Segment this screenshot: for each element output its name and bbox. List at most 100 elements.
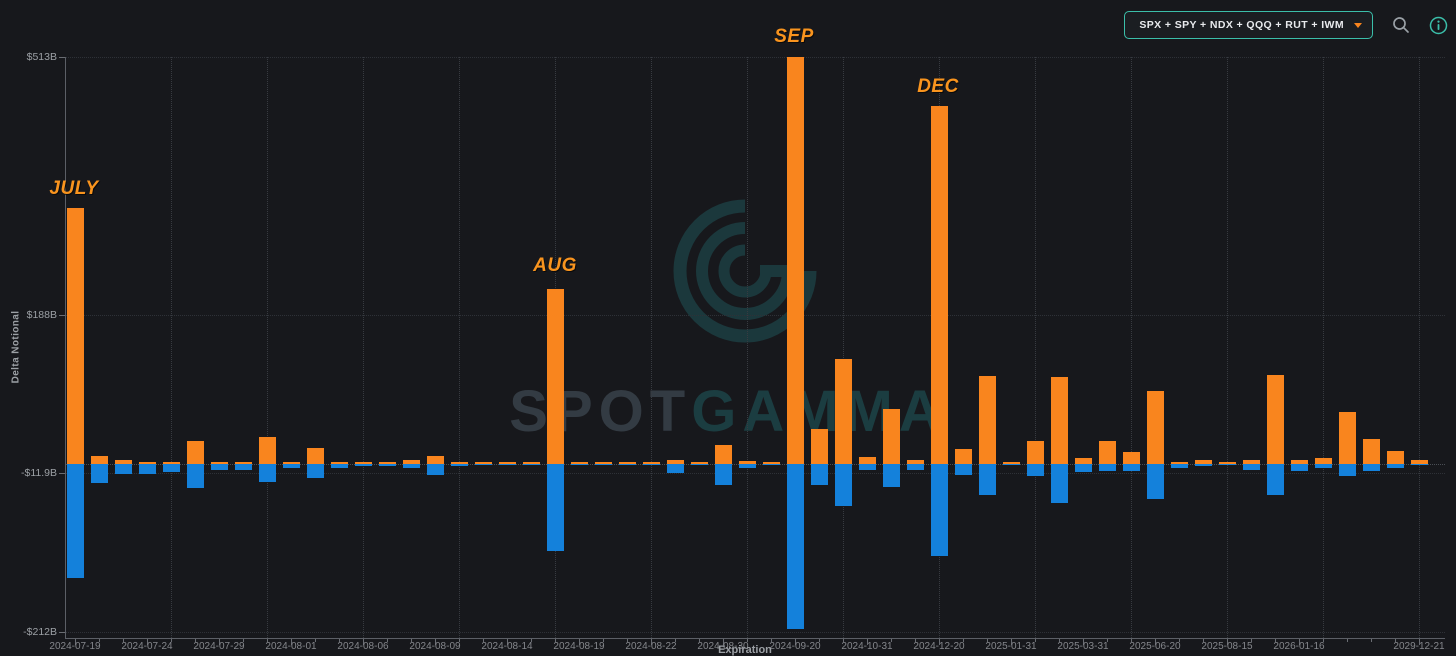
bar-negative[interactable] xyxy=(882,463,900,488)
bar-positive[interactable] xyxy=(162,461,180,464)
bar-positive-2024-08-19[interactable] xyxy=(570,462,588,464)
bar-negative[interactable] xyxy=(690,463,708,465)
bar-positive[interactable] xyxy=(1242,459,1260,464)
bar-negative-2024-08-09[interactable] xyxy=(426,463,444,476)
bar-negative[interactable] xyxy=(1338,463,1356,477)
bar-negative[interactable] xyxy=(258,463,276,482)
bar-negative-2025-03-31[interactable] xyxy=(1074,463,1092,472)
bar-negative-2024-07-24[interactable] xyxy=(138,463,156,474)
bar-negative[interactable] xyxy=(402,463,420,469)
bar-negative[interactable] xyxy=(1242,463,1260,470)
bar-negative-2024-08-06[interactable] xyxy=(354,463,372,467)
bar-positive[interactable] xyxy=(90,456,108,464)
bar-positive[interactable] xyxy=(1314,458,1332,464)
bar-positive-2024-08-14[interactable] xyxy=(498,462,516,464)
bar-positive[interactable] xyxy=(834,358,852,464)
bar-positive[interactable] xyxy=(546,289,564,464)
bar-positive[interactable] xyxy=(450,462,468,464)
bar-positive-2024-08-30[interactable] xyxy=(714,445,732,464)
bar-positive-2024-07-29[interactable] xyxy=(210,461,228,464)
bar-negative[interactable] xyxy=(1386,463,1404,468)
bar-negative[interactable] xyxy=(450,463,468,466)
bar-negative-2024-08-19[interactable] xyxy=(570,463,588,465)
bar-negative[interactable] xyxy=(114,463,132,474)
bar-negative[interactable] xyxy=(738,463,756,468)
bar-positive[interactable] xyxy=(978,376,996,464)
bar-negative[interactable] xyxy=(546,463,564,551)
bar-positive[interactable] xyxy=(738,461,756,464)
bar-positive[interactable] xyxy=(402,460,420,464)
bar-negative[interactable] xyxy=(762,463,780,465)
bar-positive-2024-08-01[interactable] xyxy=(282,462,300,464)
bar-negative-2029-12-21[interactable] xyxy=(1410,463,1428,466)
info-icon[interactable] xyxy=(1429,16,1448,35)
bar-positive-2024-08-06[interactable] xyxy=(354,462,372,464)
bar-positive[interactable] xyxy=(474,462,492,464)
bar-positive-2024-10-31[interactable] xyxy=(858,457,876,464)
bar-positive-2024-09-20[interactable] xyxy=(786,57,804,464)
bar-positive[interactable] xyxy=(114,459,132,464)
bar-negative[interactable] xyxy=(186,463,204,489)
bar-positive-2025-01-31[interactable] xyxy=(1002,462,1020,464)
bar-positive-2026-01-16[interactable] xyxy=(1290,459,1308,464)
bar-positive[interactable] xyxy=(810,428,828,464)
bar-negative[interactable] xyxy=(666,463,684,474)
bar-positive[interactable] xyxy=(1026,440,1044,464)
bar-negative-2025-06-20[interactable] xyxy=(1146,463,1164,500)
bar-negative[interactable] xyxy=(1362,463,1380,471)
bar-positive[interactable] xyxy=(1170,462,1188,464)
bar-positive[interactable] xyxy=(882,408,900,464)
bar-negative-2024-12-20[interactable] xyxy=(930,463,948,557)
bar-negative-2024-07-19[interactable] xyxy=(66,463,84,578)
bar-negative[interactable] xyxy=(162,463,180,472)
bar-negative-2025-08-15[interactable] xyxy=(1218,463,1236,465)
bar-positive-2025-03-31[interactable] xyxy=(1074,458,1092,464)
bar-negative[interactable] xyxy=(474,463,492,465)
bar-positive[interactable] xyxy=(522,461,540,464)
bar-negative[interactable] xyxy=(306,463,324,478)
bar-positive[interactable] xyxy=(690,462,708,464)
bar-negative[interactable] xyxy=(906,463,924,470)
bar-negative[interactable] xyxy=(1050,463,1068,504)
bar-negative-2024-09-20[interactable] xyxy=(786,463,804,630)
bar-positive[interactable] xyxy=(618,462,636,464)
bar-negative[interactable] xyxy=(330,463,348,468)
bar-negative[interactable] xyxy=(1026,463,1044,477)
bar-positive[interactable] xyxy=(1386,450,1404,464)
bar-positive[interactable] xyxy=(186,441,204,464)
bar-negative-2024-08-14[interactable] xyxy=(498,463,516,466)
bar-negative[interactable] xyxy=(810,463,828,485)
bar-negative[interactable] xyxy=(954,463,972,476)
bar-positive[interactable] xyxy=(1362,439,1380,464)
bar-positive-2025-08-15[interactable] xyxy=(1218,462,1236,464)
bar-positive-2029-12-21[interactable] xyxy=(1410,459,1428,464)
bar-negative[interactable] xyxy=(1170,463,1188,468)
bar-negative[interactable] xyxy=(594,463,612,465)
bar-negative-2024-08-30[interactable] xyxy=(714,463,732,485)
bar-positive-2024-12-20[interactable] xyxy=(930,106,948,464)
bar-negative-2026-01-16[interactable] xyxy=(1290,463,1308,471)
bar-positive[interactable] xyxy=(1266,374,1284,464)
search-icon[interactable] xyxy=(1391,15,1411,35)
bar-positive[interactable] xyxy=(1050,377,1068,464)
bar-positive[interactable] xyxy=(330,462,348,464)
bar-negative[interactable] xyxy=(978,463,996,496)
bar-positive[interactable] xyxy=(1338,412,1356,464)
bar-positive[interactable] xyxy=(666,460,684,464)
bar-positive[interactable] xyxy=(306,447,324,464)
bar-negative-2024-08-01[interactable] xyxy=(282,463,300,468)
bar-positive-2024-07-19[interactable] xyxy=(66,207,84,464)
bar-negative[interactable] xyxy=(1194,463,1212,467)
bar-positive-2024-08-09[interactable] xyxy=(426,456,444,464)
bar-negative-2024-07-29[interactable] xyxy=(210,463,228,470)
bar-positive[interactable] xyxy=(1122,451,1140,464)
bar-positive[interactable] xyxy=(258,437,276,464)
bar-negative-2025-01-31[interactable] xyxy=(1002,463,1020,465)
bar-negative[interactable] xyxy=(90,463,108,484)
bar-positive[interactable] xyxy=(234,462,252,464)
bar-negative-2024-10-31[interactable] xyxy=(858,463,876,470)
bar-positive[interactable] xyxy=(906,460,924,464)
bar-positive[interactable] xyxy=(954,449,972,464)
bar-positive[interactable] xyxy=(1098,440,1116,464)
bar-positive[interactable] xyxy=(594,462,612,464)
